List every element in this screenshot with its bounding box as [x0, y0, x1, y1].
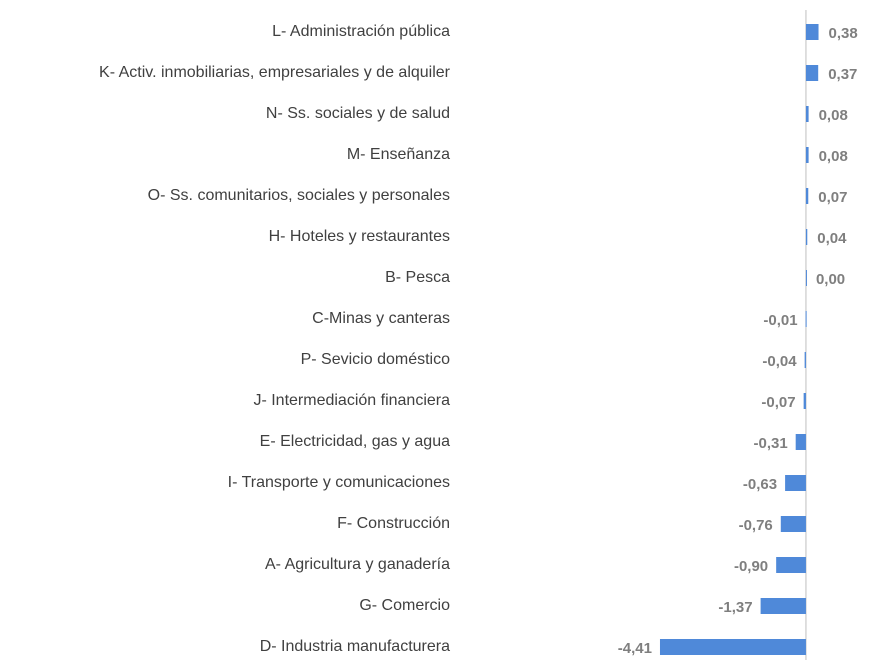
- bar: [776, 557, 806, 573]
- value-label: 0,08: [819, 107, 848, 124]
- category-label: H- Hoteles y restaurantes: [269, 228, 450, 245]
- value-label: -1,37: [718, 599, 752, 616]
- category-label: I- Transporte y comunicaciones: [228, 474, 450, 491]
- value-label: 0,04: [817, 230, 847, 247]
- category-label: D- Industria manufacturera: [260, 638, 450, 655]
- bar: [804, 352, 806, 368]
- value-label: 0,08: [819, 148, 848, 165]
- value-label: -4,41: [618, 640, 652, 657]
- bar: [780, 516, 806, 532]
- bar: [805, 65, 819, 81]
- bar: [805, 147, 809, 163]
- bar: [805, 311, 807, 327]
- bar: [659, 639, 806, 655]
- value-label: -0,04: [762, 353, 797, 370]
- value-label: 0,38: [829, 25, 858, 42]
- value-label: 0,37: [828, 66, 857, 83]
- value-label: -0,63: [743, 476, 777, 493]
- category-label: M- Enseñanza: [347, 146, 450, 163]
- bar: [805, 188, 809, 204]
- category-label: J- Intermediación financiera: [253, 392, 450, 409]
- category-label: F- Construcción: [337, 515, 450, 532]
- category-label: A- Agricultura y ganadería: [265, 556, 450, 573]
- bar: [785, 475, 806, 491]
- category-label: G- Comercio: [359, 597, 450, 614]
- value-label: -0,31: [753, 435, 787, 452]
- bar: [805, 106, 809, 122]
- value-label: -0,90: [734, 558, 768, 575]
- category-label: E- Electricidad, gas y agua: [260, 433, 450, 450]
- category-label: P- Sevicio doméstico: [301, 351, 450, 368]
- bar: [805, 229, 808, 245]
- category-label: O- Ss. comunitarios, sociales y personal…: [148, 187, 450, 204]
- bar: [803, 393, 806, 409]
- category-label: N- Ss. sociales y de salud: [266, 105, 450, 122]
- value-label: -0,01: [763, 312, 797, 329]
- category-label: B- Pesca: [385, 269, 450, 286]
- category-label: L- Administración pública: [272, 23, 450, 40]
- value-label: 0,00: [816, 271, 845, 288]
- bar: [805, 270, 807, 286]
- value-label: -0,76: [739, 517, 773, 534]
- value-label: 0,07: [818, 189, 847, 206]
- bar: [760, 598, 806, 614]
- bar: [795, 434, 806, 450]
- category-label: K- Activ. inmobiliarias, empresariales y…: [99, 64, 451, 81]
- value-label: -0,07: [761, 394, 795, 411]
- category-label: C-Minas y canteras: [312, 310, 450, 327]
- bar: [805, 24, 819, 40]
